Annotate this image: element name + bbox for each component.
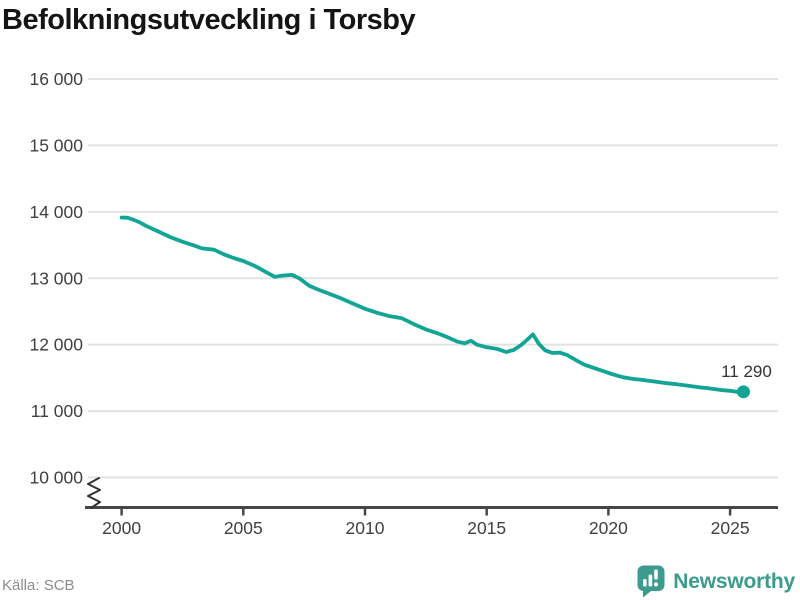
newsworthy-wordmark: Newsworthy bbox=[673, 569, 795, 593]
newsworthy-logo[interactable]: Newsworthy bbox=[637, 565, 795, 598]
x-tick-label: 2000 bbox=[102, 518, 141, 538]
x-tick-label: 2005 bbox=[224, 518, 263, 538]
y-axis-break-icon bbox=[87, 477, 101, 509]
page-title: Befolkningsutveckling i Torsby bbox=[2, 4, 416, 36]
x-tick-label: 2025 bbox=[711, 518, 750, 538]
end-point-dot bbox=[736, 385, 750, 399]
y-tick-label: 12 000 bbox=[29, 335, 83, 355]
y-tick-label: 16 000 bbox=[29, 69, 83, 89]
x-tick-label: 2015 bbox=[467, 518, 506, 538]
y-tick-label: 14 000 bbox=[29, 202, 83, 222]
y-tick-label: 11 000 bbox=[31, 401, 83, 421]
end-value-label: 11 290 bbox=[721, 362, 772, 381]
y-tick-label: 13 000 bbox=[29, 268, 83, 288]
newsworthy-chart-bubble-icon bbox=[637, 565, 665, 598]
y-tick-label: 10 000 bbox=[29, 468, 83, 488]
series-line bbox=[119, 215, 746, 394]
x-tick-label: 2020 bbox=[589, 518, 628, 538]
y-tick-label: 15 000 bbox=[29, 135, 83, 155]
source-label: Källa: SCB bbox=[2, 577, 75, 594]
x-tick-label: 2010 bbox=[346, 518, 385, 538]
